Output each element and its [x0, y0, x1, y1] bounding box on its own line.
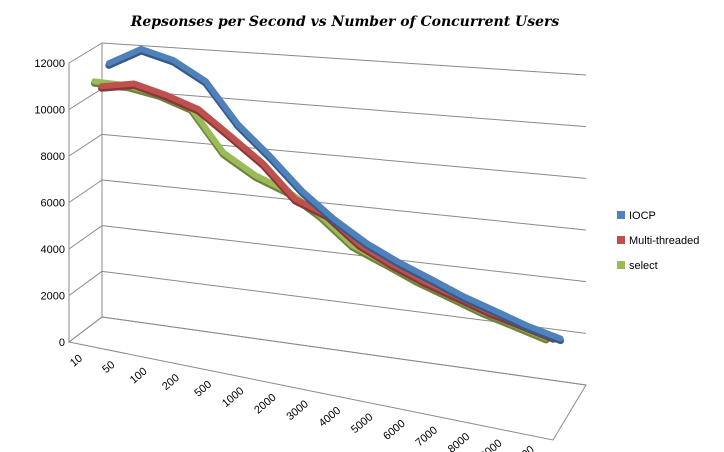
x-tick-label: 200 [160, 372, 182, 393]
x-tick-label: 10000 [506, 444, 537, 452]
x-tick-label: 9000 [478, 437, 504, 452]
x-tick-label: 500 [192, 379, 214, 400]
legend: IOCP Multi-threaded select [617, 210, 699, 272]
side-gridline [68, 42, 103, 64]
x-tick-label: 4000 [317, 405, 343, 430]
y-axis: 0 2000 4000 6000 8000 10000 12000 [34, 58, 65, 349]
gridline [101, 42, 587, 76]
plot-area [67, 42, 587, 441]
x-tick-label: 8000 [446, 431, 472, 452]
series-group [90, 45, 565, 345]
gridline [101, 88, 587, 128]
y-tick-label: 6000 [41, 198, 65, 210]
gridline [101, 225, 587, 283]
gridline [101, 133, 587, 179]
legend-label: Multi-threaded [629, 235, 699, 247]
side-gridline [68, 88, 103, 110]
y-tick-label: 10000 [34, 105, 65, 117]
series-line-iocp [105, 45, 564, 342]
x-tick-label: 1000 [220, 385, 246, 410]
floor [67, 316, 587, 441]
legend-swatch [617, 261, 625, 269]
x-tick-label: 6000 [381, 418, 407, 443]
legend-swatch [617, 236, 625, 244]
y-tick-label: 0 [59, 337, 65, 349]
side-gridline [68, 133, 103, 157]
x-axis: 10 50 100 200 500 1000 2000 3000 4000 5000 6000 700… [68, 352, 537, 452]
y-tick-label: 2000 [41, 291, 65, 303]
x-tick-label: 100 [128, 365, 150, 386]
y-tick-label: 12000 [34, 58, 65, 70]
x-tick-label: 3000 [284, 398, 310, 423]
y-tick-label: 8000 [41, 151, 65, 163]
x-tick-label: 50 [100, 359, 117, 376]
side-gridline [68, 270, 103, 296]
x-tick-label: 10 [68, 352, 85, 369]
chart-title: Repsonses per Second vs Number of Concur… [130, 14, 560, 30]
legend-label: IOCP [629, 210, 656, 222]
legend-label: select [629, 260, 658, 272]
side-gridline [68, 225, 103, 250]
x-tick-label: 2000 [252, 392, 278, 417]
x-tick-label: 5000 [349, 411, 375, 436]
legend-swatch [617, 211, 625, 219]
gridline [101, 179, 587, 231]
x-tick-label: 7000 [414, 424, 440, 449]
side-gridline [68, 179, 103, 203]
y-tick-label: 4000 [41, 244, 65, 256]
